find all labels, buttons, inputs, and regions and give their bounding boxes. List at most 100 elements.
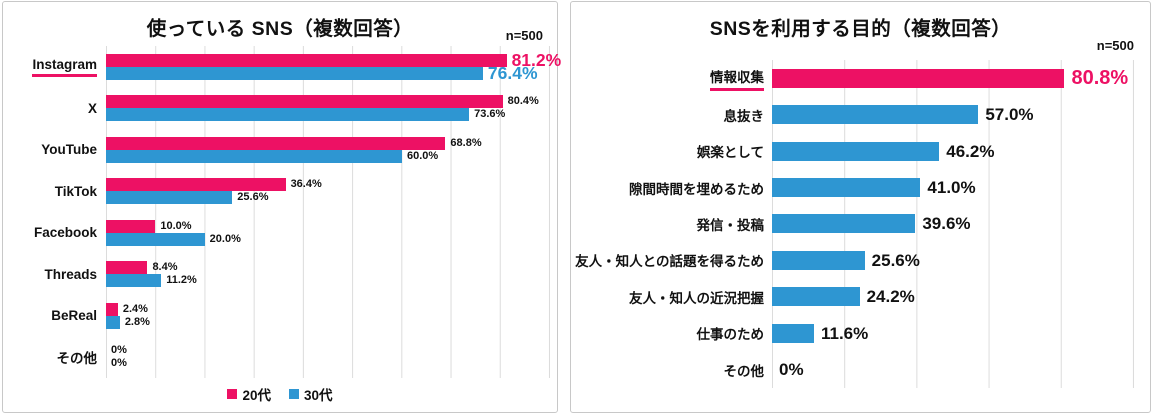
category-label: 仕事のため <box>571 323 772 343</box>
bar-line: 76.4% <box>106 64 550 81</box>
category-label: BeReal <box>3 308 106 323</box>
category-row: Instagram 81.2% 76.4% <box>3 46 561 88</box>
bar-line: 2.8% <box>106 315 550 329</box>
bar-line: 39.6% <box>772 214 1134 234</box>
bar-line: 10.0% <box>106 219 550 233</box>
bar-line: 25.6% <box>772 250 1134 270</box>
bar-line: 0% <box>106 344 550 357</box>
bar-group: 10.0% 20.0% <box>106 219 550 246</box>
bar-group: 2.4% 2.8% <box>106 302 550 329</box>
category-label: 隙間時間を埋めるため <box>571 178 772 198</box>
category-row: TikTok 36.4% 25.6% <box>3 171 550 213</box>
bar-group: 41.0% <box>772 178 1134 198</box>
value-label: 11.6% <box>820 323 869 343</box>
bar-line: 60.0% <box>106 149 550 163</box>
category-row: 隙間時間を埋めるため 41.0% <box>571 169 1134 205</box>
value-label: 68.8% <box>450 136 482 149</box>
bar-20代 <box>106 95 503 109</box>
category-label-text: 情報収集 <box>710 66 764 91</box>
bar-group: 11.6% <box>772 323 1134 343</box>
bar-group: 46.2% <box>772 141 1134 161</box>
value-label: 10.0% <box>160 219 192 232</box>
category-label: 娯楽として <box>571 141 772 161</box>
bar-group: 36.4% 25.6% <box>106 178 550 205</box>
bar-line: 0% <box>106 357 550 370</box>
bar-line: 80.4% <box>106 95 550 109</box>
value-label: 57.0% <box>985 105 1034 125</box>
category-label-text: 友人・知人の近況把握 <box>629 290 764 306</box>
bar-group: 0% <box>772 360 1134 379</box>
chart-title-sns-purpose: SNSを利用する目的（複数回答） <box>709 18 1012 40</box>
value-label: 25.6% <box>237 191 269 204</box>
bar-20代 <box>106 178 286 192</box>
bar-group: 0% 0% <box>106 344 550 370</box>
single-bar-chart: 情報収集 80.8% 息抜き 57.0% 娯楽として 46.2% 隙間時間を埋めるため 41.… <box>571 60 1134 388</box>
bar-line: 2.4% <box>106 302 550 316</box>
bar <box>772 141 940 161</box>
bar-line: 24.2% <box>772 287 1134 307</box>
bar <box>772 250 865 270</box>
category-label-text: 発信・投稿 <box>696 217 765 233</box>
bar-group: 24.2% <box>772 287 1134 307</box>
category-label: TikTok <box>3 184 106 199</box>
bar-line: 81.2% <box>106 51 561 68</box>
value-label: 36.4% <box>290 178 322 191</box>
bar-line: 46.2% <box>772 141 1134 161</box>
category-label: 発信・投稿 <box>571 214 772 234</box>
category-row: 発信・投稿 39.6% <box>571 206 1134 242</box>
bar-line: 0% <box>772 360 1134 379</box>
value-label: 0% <box>779 360 804 380</box>
bar-line: 11.6% <box>772 323 1134 343</box>
bar-line: 20.0% <box>106 232 550 246</box>
value-label: 0% <box>111 357 127 370</box>
category-row: YouTube 68.8% 60.0% <box>3 129 550 171</box>
category-label: Facebook <box>3 225 106 240</box>
bar-group: 25.6% <box>772 250 1134 270</box>
legend: 20代 30代 <box>3 384 557 404</box>
value-label: 41.0% <box>927 178 976 198</box>
category-label-text: Facebook <box>33 225 97 241</box>
bar <box>772 105 979 125</box>
category-row: 息抜き 57.0% <box>571 96 1134 132</box>
category-label: その他 <box>3 347 106 367</box>
bar-20代 <box>106 219 156 233</box>
category-label: 友人・知人との話題を得るため <box>571 250 772 270</box>
bar-group: 81.2% 76.4% <box>106 51 561 81</box>
bar-line: 36.4% <box>106 178 550 192</box>
legend-item-30s: 30代 <box>289 384 333 404</box>
category-row: 仕事のため 11.6% <box>571 315 1134 351</box>
bar-group: 8.4% 11.2% <box>106 261 550 288</box>
bar-rows: Instagram 81.2% 76.4% X 80.4% 73.6% YouTube 68.… <box>3 46 561 378</box>
value-label: 24.2% <box>866 287 915 307</box>
chart-panel-sns-usage: 使っている SNS（複数回答） n=500 Instagram 81.2% 76.4… <box>2 1 561 413</box>
category-label: 情報収集 <box>571 66 772 91</box>
bar-group: 57.0% <box>772 105 1134 125</box>
bar-30代 <box>106 108 470 122</box>
bar <box>772 68 1065 88</box>
bar-group: 39.6% <box>772 214 1134 234</box>
bar-line: 57.0% <box>772 105 1134 125</box>
bar-rows: 情報収集 80.8% 息抜き 57.0% 娯楽として 46.2% 隙間時間を埋めるため 41.… <box>571 60 1134 388</box>
bar-20代 <box>106 53 507 67</box>
bar-20代 <box>106 302 118 316</box>
bar-line: 80.8% <box>772 68 1134 88</box>
category-row: Facebook 10.0% 20.0% <box>3 212 550 254</box>
bar-line: 73.6% <box>106 108 550 122</box>
value-label: 2.4% <box>122 302 148 315</box>
bar-line: 8.4% <box>106 261 550 275</box>
grouped-bar-chart: Instagram 81.2% 76.4% X 80.4% 73.6% YouTube 68.… <box>3 46 561 378</box>
bar <box>772 323 814 343</box>
chart-panel-sns-purpose: SNSを利用する目的（複数回答） n=500 情報収集 80.8% 息抜き 57.0%… <box>570 1 1151 413</box>
category-label: 息抜き <box>571 105 772 125</box>
value-label: 20.0% <box>209 232 241 245</box>
value-label: 0% <box>111 344 127 357</box>
bar <box>772 287 860 307</box>
value-label: 81.2% <box>511 49 562 70</box>
sample-size-label: n=500 <box>505 28 543 43</box>
category-label-text: 娯楽として <box>696 145 764 161</box>
value-label: 11.2% <box>166 274 197 287</box>
value-label: 80.4% <box>507 95 539 108</box>
legend-item-20s: 20代 <box>227 384 271 404</box>
bar-group: 80.8% <box>772 68 1134 88</box>
legend-swatch-20s-icon <box>227 389 238 399</box>
